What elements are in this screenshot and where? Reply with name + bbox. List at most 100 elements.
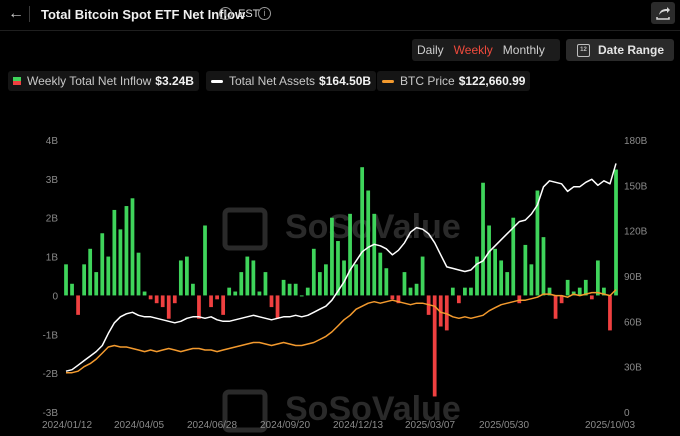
inflow-bar bbox=[330, 217, 334, 296]
inflow-bar bbox=[251, 260, 256, 296]
legend-name: Weekly Total Net Inflow bbox=[27, 74, 152, 88]
header-separator bbox=[0, 30, 680, 31]
inflow-bar bbox=[82, 264, 87, 296]
inflow-bar bbox=[535, 190, 540, 296]
inflow-bar bbox=[608, 295, 612, 331]
inflow-bar bbox=[444, 295, 449, 331]
inflow-bar bbox=[281, 279, 286, 296]
inflow-bar bbox=[299, 295, 304, 297]
inflow-bar bbox=[124, 206, 129, 296]
x-tick-label: 2024/04/05 bbox=[114, 420, 164, 431]
inflow-bar bbox=[517, 295, 522, 304]
x-tick-label: 2025/10/03 bbox=[585, 420, 635, 431]
date-range-button[interactable]: 12 Date Range bbox=[566, 39, 674, 61]
watermark-text: SoSoValue bbox=[285, 390, 461, 428]
period-daily[interactable]: Daily bbox=[417, 43, 444, 57]
watermark-logo bbox=[222, 207, 268, 251]
inflow-bar bbox=[94, 272, 99, 296]
x-tick-label: 2024/01/12 bbox=[42, 420, 92, 431]
legend-value: $3.24B bbox=[155, 74, 194, 88]
x-tick-label: 2025/03/07 bbox=[405, 420, 455, 431]
inflow-bar bbox=[336, 241, 340, 296]
y-tick-label: 4B bbox=[46, 136, 59, 147]
inflow-bar bbox=[396, 295, 401, 304]
timezone-info-icon[interactable]: i bbox=[258, 7, 271, 20]
legend-value: $122,660.99 bbox=[458, 74, 526, 88]
watermark-logo bbox=[222, 389, 268, 433]
header-divider bbox=[29, 6, 30, 22]
x-tick-label: 2025/05/30 bbox=[479, 420, 529, 431]
inflow-bar bbox=[88, 248, 93, 296]
inflow-bar bbox=[589, 295, 594, 300]
legend-btc-price[interactable]: BTC Price $122,660.99 bbox=[377, 71, 531, 91]
inflow-bar bbox=[317, 272, 322, 296]
calendar-icon: 12 bbox=[577, 44, 590, 57]
inflow-bar bbox=[384, 268, 389, 296]
y-right-tick-label: 150B bbox=[624, 181, 648, 192]
inflow-bar bbox=[70, 283, 74, 296]
inflow-bar bbox=[233, 291, 238, 296]
inflow-bar bbox=[160, 295, 165, 308]
inflow-bar bbox=[178, 260, 183, 296]
page-header: ← Total Bitcoin Spot ETF Net Inflow i ES… bbox=[0, 0, 680, 30]
inflow-bar bbox=[245, 256, 250, 296]
inflow-bar bbox=[577, 287, 582, 296]
y-tick-label: 2B bbox=[46, 214, 59, 225]
inflow-bar bbox=[378, 252, 383, 296]
inflow-bar bbox=[185, 256, 189, 296]
back-arrow-icon[interactable]: ← bbox=[8, 5, 24, 22]
inflow-bar bbox=[602, 287, 606, 296]
period-weekly[interactable]: Weekly bbox=[453, 43, 493, 57]
inflow-bar bbox=[269, 295, 274, 308]
inflow-bar bbox=[529, 264, 534, 296]
inflow-bar bbox=[154, 295, 159, 304]
inflow-bar bbox=[215, 295, 219, 300]
info-icon[interactable]: i bbox=[219, 7, 232, 20]
inflow-bar bbox=[505, 272, 510, 296]
y-tick-label: 0 bbox=[52, 291, 58, 302]
legend-name: BTC Price bbox=[400, 74, 455, 88]
net-assets-line bbox=[65, 163, 617, 372]
inflow-bar bbox=[311, 248, 316, 296]
legend-total-net-assets[interactable]: Total Net Assets $164.50B bbox=[206, 71, 377, 91]
inflow-bar bbox=[553, 295, 558, 319]
inflow-bar bbox=[257, 291, 262, 296]
inflow-bar bbox=[541, 237, 546, 296]
inflow-bar bbox=[275, 295, 280, 319]
inflow-bar bbox=[142, 291, 147, 296]
x-tick-label: 2024/12/13 bbox=[333, 420, 383, 431]
x-axis-labels: 2024/01/12 2024/04/05 2024/06/28 2024/09/20… bbox=[42, 420, 635, 431]
inflow-bar bbox=[511, 217, 516, 296]
page-title: Total Bitcoin Spot ETF Net Inflow bbox=[41, 7, 246, 22]
legend-weekly-net-inflow[interactable]: Weekly Total Net Inflow $3.24B bbox=[8, 71, 199, 91]
x-tick-label: 2024/06/28 bbox=[187, 420, 237, 431]
share-button[interactable] bbox=[651, 2, 675, 24]
inflow-bar bbox=[420, 256, 425, 296]
date-range-label: Date Range bbox=[598, 43, 665, 57]
inflow-bar bbox=[463, 287, 467, 296]
inflow-bar bbox=[354, 264, 358, 296]
y-right-tick-label: 180B bbox=[624, 136, 648, 147]
inflow-bar bbox=[432, 295, 437, 397]
share-icon bbox=[656, 7, 670, 20]
inflow-bar bbox=[166, 295, 171, 319]
inflow-bar bbox=[360, 167, 365, 296]
y-tick-label: -3B bbox=[42, 408, 58, 419]
inflow-bar bbox=[366, 190, 371, 296]
period-monthly[interactable]: Monthly bbox=[502, 43, 545, 57]
inflow-bar bbox=[130, 198, 135, 296]
inflow-bar bbox=[390, 295, 395, 300]
inflow-bar bbox=[559, 295, 564, 304]
watermark: SoSoValueSoSoValue bbox=[222, 207, 461, 433]
legend-line-swatch bbox=[211, 79, 223, 83]
inflow-bar bbox=[112, 209, 117, 296]
inflow-bar bbox=[191, 283, 195, 296]
inflow-bar bbox=[203, 225, 207, 296]
inflow-bar bbox=[438, 295, 443, 327]
y-tick-label: 3B bbox=[46, 175, 59, 186]
btc-price-line bbox=[66, 289, 617, 374]
inflow-bar bbox=[372, 213, 377, 296]
y-tick-label: -2B bbox=[42, 369, 58, 380]
inflow-bar bbox=[487, 225, 491, 296]
chart-lines bbox=[65, 163, 617, 374]
